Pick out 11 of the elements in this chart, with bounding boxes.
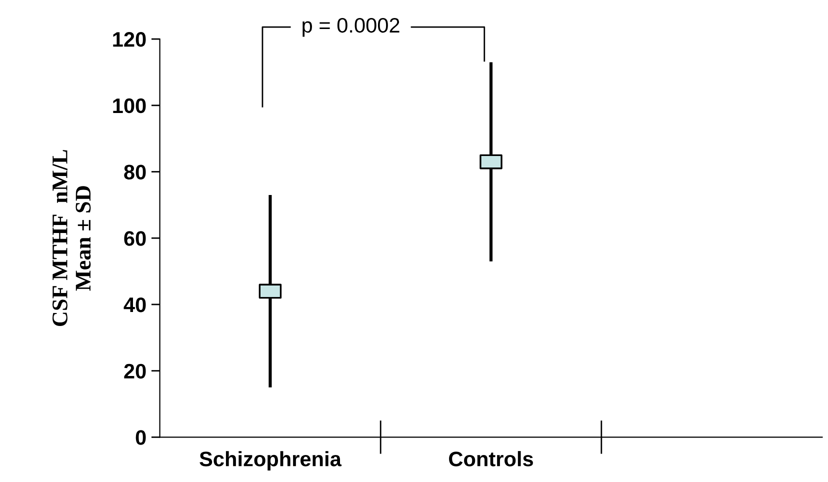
y-tick-label: 0: [136, 430, 146, 445]
y-tick-label: 60: [124, 231, 146, 246]
y-tick-label: 100: [113, 98, 146, 114]
text: p = 0.0002: [302, 18, 400, 37]
y-tick-label: 80: [124, 164, 146, 180]
x-tick-label: Controls: [449, 451, 533, 466]
x-tick-label: Schizophrenia: [200, 451, 342, 470]
y-tick-label: 120: [113, 32, 146, 47]
y-axis-title: CSF MTHF nM/L Mean ± SD: [52, 150, 91, 326]
y-tick-label: 40: [124, 297, 146, 312]
y-tick-label: 20: [124, 364, 146, 379]
